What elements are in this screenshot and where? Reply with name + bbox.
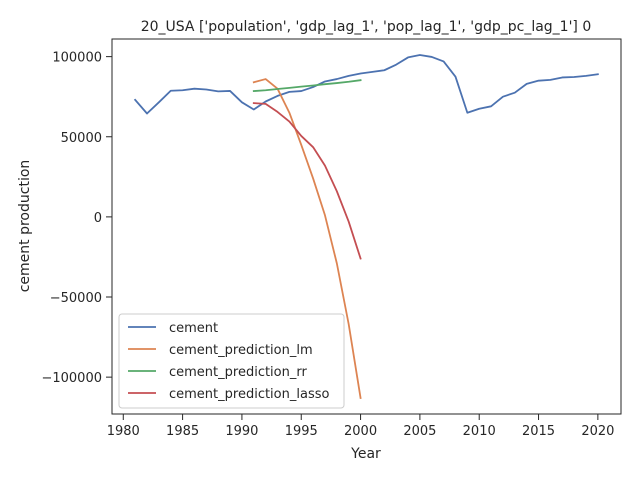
x-tick-label: 1990 [225, 424, 258, 439]
x-tick-label: 2010 [463, 424, 496, 439]
series-line-cement-prediction-lm [252, 78, 362, 400]
x-tick-label: 1995 [285, 424, 318, 439]
x-tick-label: 2015 [522, 424, 555, 439]
y-tick-label: −50000 [50, 291, 102, 306]
y-axis-title: cement production [17, 160, 33, 293]
x-tick-label: 2020 [581, 424, 614, 439]
x-axis-title: Year [350, 446, 381, 462]
legend-label: cement_prediction_lasso [169, 387, 329, 402]
series-line-cement [133, 54, 599, 115]
chart-title: 20_USA ['population', 'gdp_lag_1', 'pop_… [141, 19, 592, 35]
plot-frame [111, 38, 622, 415]
y-tick-label: 100000 [52, 51, 102, 66]
x-tick-label: 2000 [344, 424, 377, 439]
x-tick-label: 1985 [166, 424, 199, 439]
series-line-cement-prediction-rr [252, 79, 362, 93]
legend-label: cement_prediction_lm [169, 343, 313, 358]
series-line-cement-prediction-lasso [252, 102, 362, 260]
x-tick-label: 2005 [403, 424, 436, 439]
legend-label: cement [169, 321, 218, 336]
legend-box [118, 313, 345, 409]
x-tick-label: 1980 [107, 424, 140, 439]
legend-label: cement_prediction_rr [169, 365, 307, 380]
y-tick-label: 50000 [61, 131, 102, 146]
y-tick-label: 0 [94, 211, 102, 226]
legend: cement cement_prediction_lm cement_predict… [118, 313, 345, 409]
y-tick-label: −100000 [41, 371, 102, 386]
